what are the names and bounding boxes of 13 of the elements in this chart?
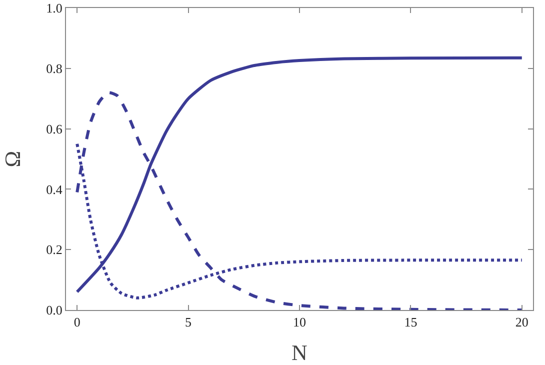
y-tick-label: 1.0 [46,0,62,16]
x-tick-label: 15 [404,314,418,330]
y-tick-label: 0.0 [46,302,62,318]
y-tick-label: 0.2 [46,242,62,258]
y-tick-label: 0.6 [46,121,63,136]
y-tick-label: 0.4 [46,182,63,197]
x-tick-label: 10 [293,314,306,330]
x-tick-label: 5 [185,314,192,330]
x-tick-label: 20 [515,314,528,330]
y-tick-label: 0.8 [46,60,62,76]
x-tick-label: 0 [74,314,80,330]
x-axis-title: N [292,340,308,365]
y-axis-title: Ω [0,150,25,168]
